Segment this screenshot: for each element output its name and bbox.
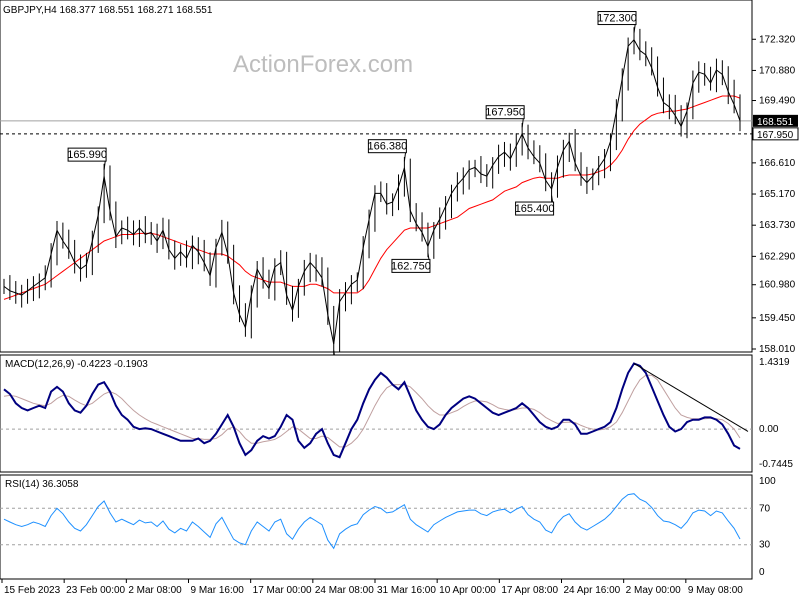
macd-y-tick-label: 1.4319 [759, 357, 790, 368]
macd-title: MACD(12,26,9) -0.4223 -0.1903 [5, 359, 148, 370]
price-y-tick-label: 165.170 [759, 189, 796, 200]
price-y-tick-label: 159.450 [759, 313, 796, 324]
x-tick-label: 24 Mar 08:00 [315, 585, 374, 596]
price-annotation-box [485, 105, 525, 120]
macd-signal-line [3, 374, 741, 448]
watermark: ActionForex.com [233, 51, 413, 78]
price-annotation-box [67, 147, 107, 162]
x-tick-label: 31 Mar 16:00 [377, 585, 436, 596]
x-tick-label: 15 Feb 2023 [4, 585, 61, 596]
price-annotation-label: 165.990 [67, 149, 107, 161]
price-y-tick-label: 172.320 [759, 34, 796, 45]
rsi-y-tick-label: 70 [759, 503, 771, 514]
rsi-line [3, 493, 741, 550]
price-annotation-label: 167.950 [485, 107, 525, 119]
level-price-label: 167.950 [757, 130, 794, 141]
macd-trendline [633, 363, 749, 432]
rsi-panel [0, 474, 753, 580]
x-tick-label: 10 Apr 00:00 [439, 585, 496, 596]
rsi-y-tick-label: 0 [759, 567, 765, 578]
price-line [3, 38, 741, 345]
price-annotation-box [597, 11, 637, 26]
price-panel [0, 0, 753, 353]
price-y-tick-label: 163.730 [759, 220, 796, 231]
price-y-tick-label: 169.490 [759, 96, 796, 107]
price-y-tick-label: 170.880 [759, 65, 796, 76]
price-annotation-box [515, 201, 555, 216]
x-tick-label: 2 Mar 08:00 [128, 585, 182, 596]
current-price-box [753, 114, 798, 127]
price-annotation-box [391, 258, 431, 273]
price-annotation-label: 162.750 [391, 260, 431, 272]
current-price-label: 168.551 [757, 117, 794, 128]
price-y-tick-label: 166.610 [759, 158, 796, 169]
macd-y-tick-label: -0.7445 [759, 459, 793, 470]
x-tick-label: 17 Mar 00:00 [253, 585, 312, 596]
level-price-box [752, 127, 799, 141]
x-tick-label: 9 Mar 16:00 [191, 585, 245, 596]
price-y-tick-label: 162.290 [759, 251, 796, 262]
x-tick-label: 9 May 08:00 [688, 585, 743, 596]
price-annotation-label: 166.380 [368, 141, 408, 153]
x-tick-label: 23 Feb 00:00 [66, 585, 125, 596]
macd-y-tick-label: 0.00 [759, 424, 779, 435]
x-tick-label: 24 Apr 16:00 [564, 585, 621, 596]
rsi-y-tick-label: 30 [759, 540, 771, 551]
macd-panel [0, 354, 753, 473]
macd-line [3, 362, 741, 459]
price-y-tick-label: 158.010 [759, 344, 796, 355]
chart-header: GBPJPY,H4 168.377 168.551 168.271 168.55… [3, 5, 213, 16]
price-annotation-box [367, 139, 407, 154]
moving-average-line [3, 95, 741, 300]
price-annotation-label: 165.400 [515, 203, 555, 215]
price-y-tick-label: 160.980 [759, 280, 796, 291]
rsi-title: RSI(14) 36.3058 [5, 479, 79, 490]
rsi-y-tick-label: 100 [759, 476, 776, 487]
x-tick-label: 17 Apr 08:00 [501, 585, 558, 596]
price-annotation-label: 172.300 [597, 13, 637, 25]
x-tick-label: 2 May 00:00 [626, 585, 681, 596]
